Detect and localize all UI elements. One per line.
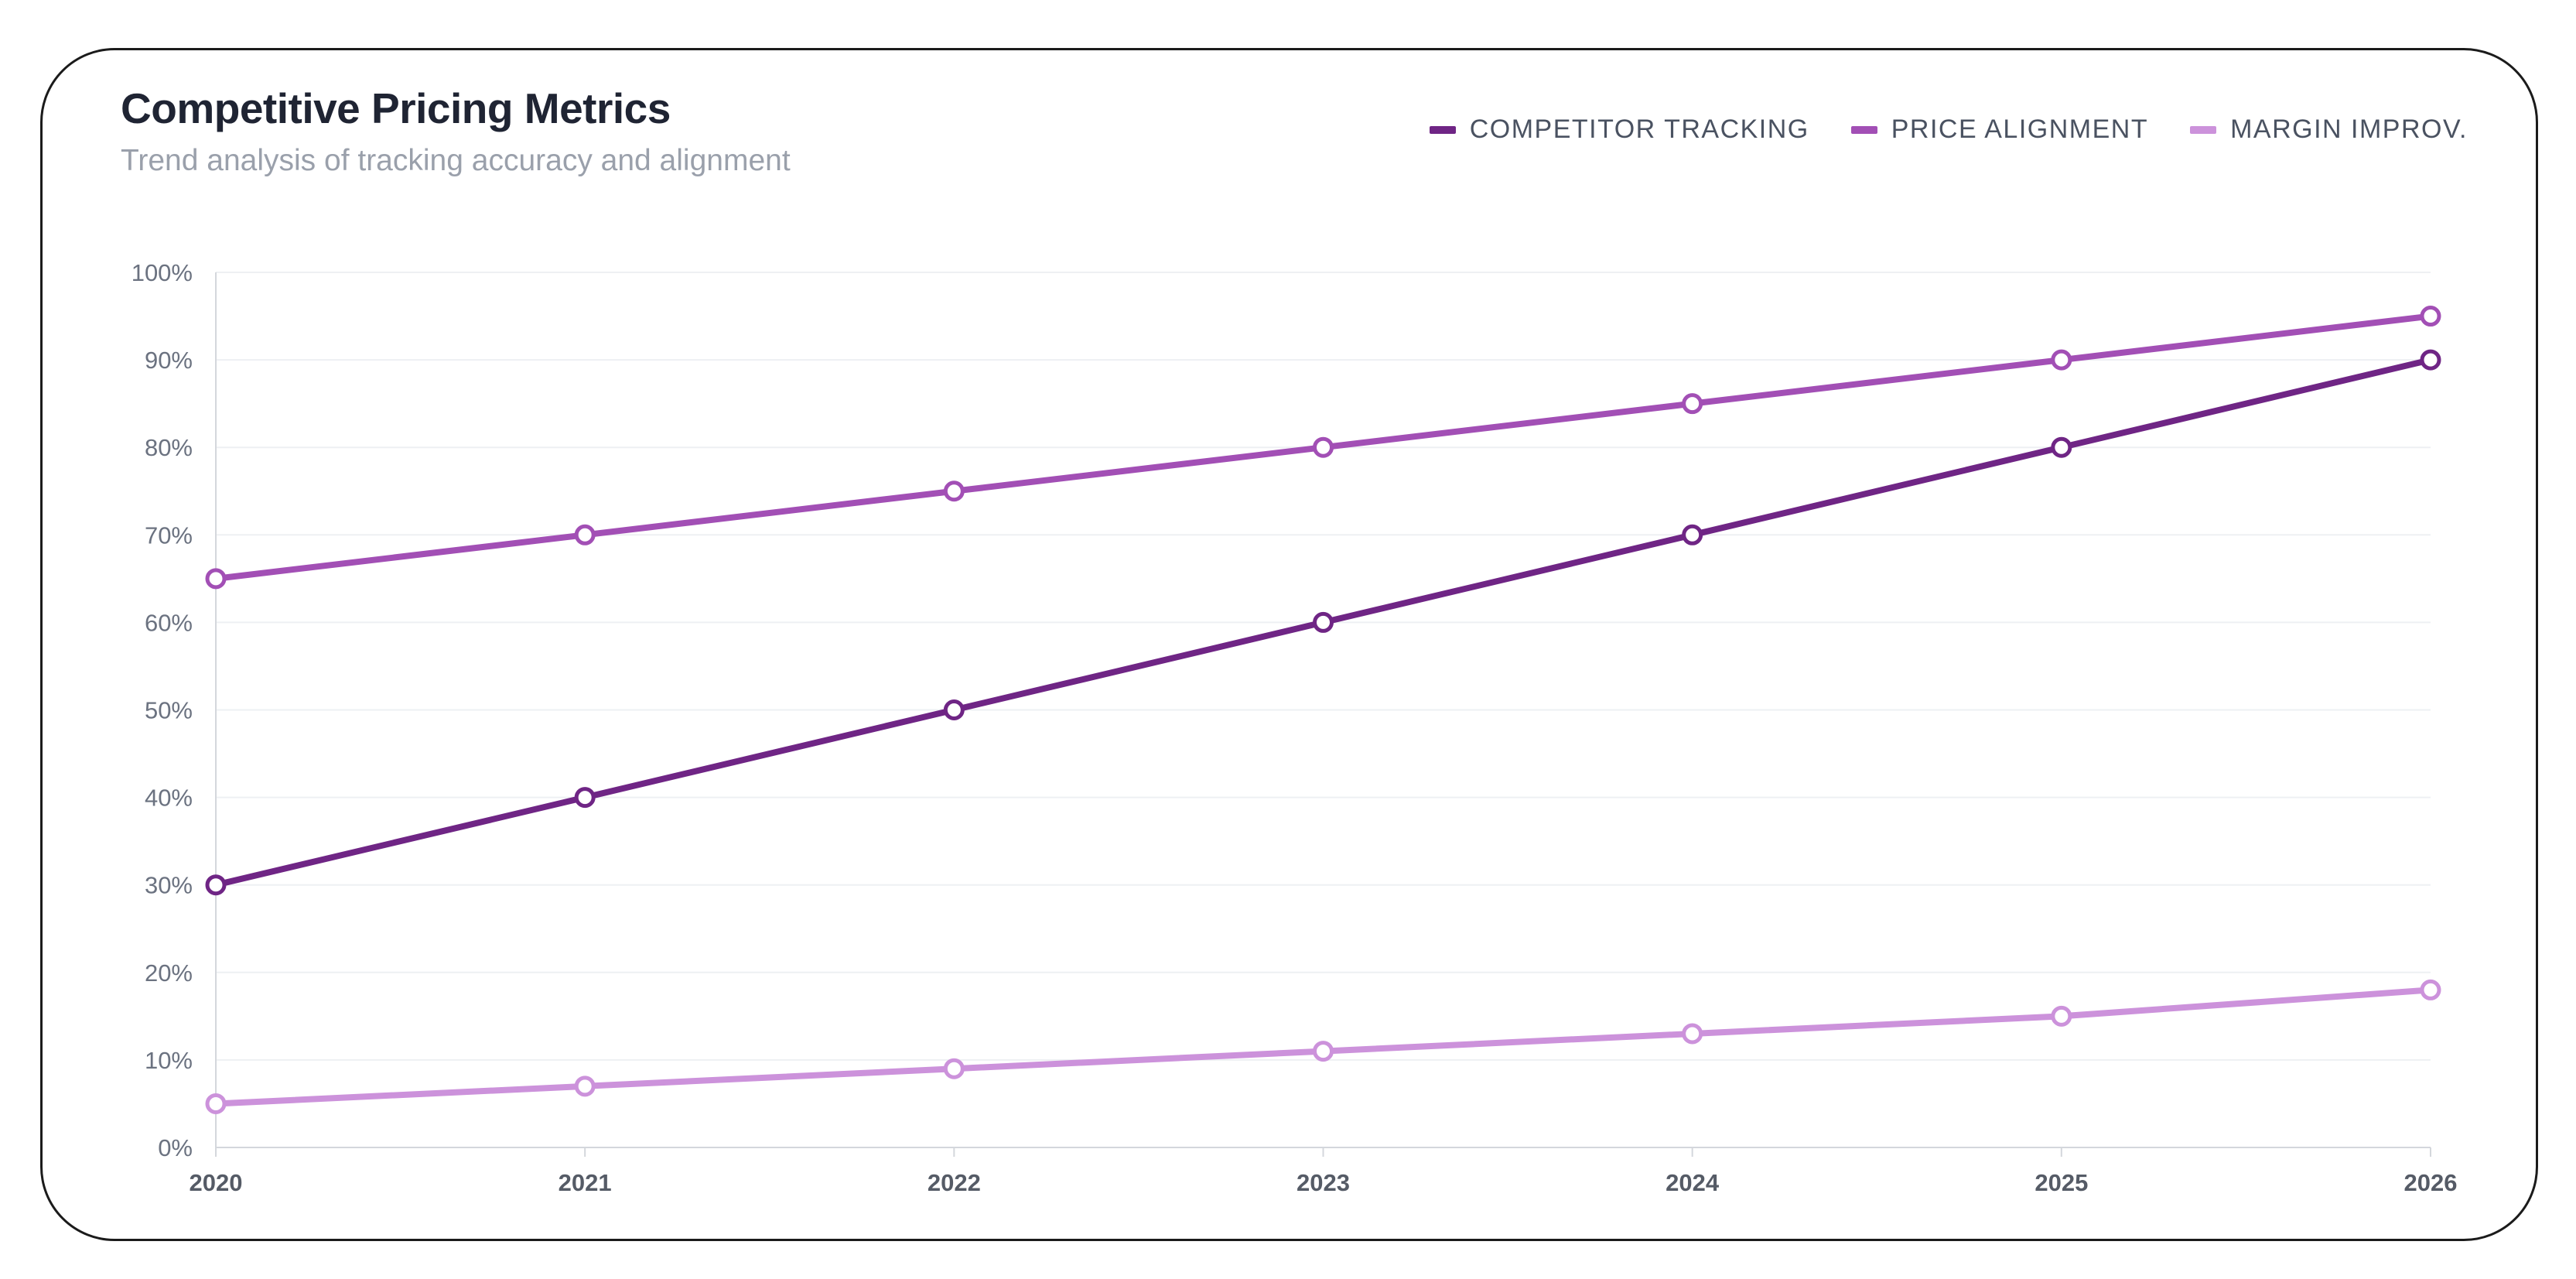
data-point-competitor-tracking xyxy=(1313,611,1334,633)
chart-subtitle: Trend analysis of tracking accuracy and … xyxy=(121,144,791,177)
data-point-margin-improv xyxy=(2051,1005,2072,1027)
data-point-margin-improv xyxy=(943,1058,965,1079)
y-tick-label: 50% xyxy=(145,697,193,724)
x-tick-label: 2024 xyxy=(1666,1169,1720,1196)
y-tick-label: 80% xyxy=(145,434,193,461)
y-tick-label: 40% xyxy=(145,785,193,812)
legend-item-margin-improv[interactable]: MARGIN IMPROV. xyxy=(2190,115,2468,145)
data-point-price-alignment xyxy=(2051,349,2072,371)
data-point-margin-improv xyxy=(205,1093,227,1114)
data-point-price-alignment xyxy=(943,480,965,502)
data-point-price-alignment xyxy=(205,568,227,590)
legend-label-competitor-tracking: COMPETITOR TRACKING xyxy=(1469,115,1809,144)
x-tick-label: 2025 xyxy=(2034,1169,2088,1196)
data-point-competitor-tracking xyxy=(205,874,227,896)
legend-swatch-price-alignment xyxy=(1850,125,1877,134)
x-tick-label: 2020 xyxy=(190,1169,243,1196)
data-point-margin-improv xyxy=(1682,1023,1703,1045)
y-tick-label: 90% xyxy=(145,347,193,374)
y-tick-label: 0% xyxy=(158,1134,193,1161)
data-point-margin-improv xyxy=(1313,1041,1334,1062)
x-tick-label: 2021 xyxy=(559,1169,612,1196)
y-tick-label: 20% xyxy=(145,959,193,987)
legend-label-margin-improv: MARGIN IMPROV. xyxy=(2230,115,2468,144)
x-tick-label: 2026 xyxy=(2404,1169,2458,1196)
data-point-price-alignment xyxy=(1313,436,1334,458)
data-point-margin-improv xyxy=(574,1076,596,1097)
x-tick-label: 2023 xyxy=(1297,1169,1350,1196)
data-point-competitor-tracking xyxy=(574,787,596,809)
x-tick-label: 2022 xyxy=(928,1169,981,1196)
y-tick-label: 70% xyxy=(145,522,193,549)
chart-title: Competitive Pricing Metrics xyxy=(121,84,671,132)
legend-swatch-competitor-tracking xyxy=(1429,125,1456,134)
chart-legend: COMPETITOR TRACKING PRICE ALIGNMENT MARG… xyxy=(1429,115,2468,145)
y-tick-label: 60% xyxy=(145,609,193,636)
data-point-price-alignment xyxy=(1682,393,1703,415)
y-tick-label: 100% xyxy=(132,259,193,286)
data-point-competitor-tracking xyxy=(2420,349,2441,371)
legend-item-price-alignment[interactable]: PRICE ALIGNMENT xyxy=(1850,115,2149,145)
data-point-competitor-tracking xyxy=(1682,524,1703,545)
data-point-competitor-tracking xyxy=(2051,436,2072,458)
legend-swatch-margin-improv xyxy=(2190,125,2217,134)
chart-card xyxy=(40,48,2538,1241)
y-tick-label: 30% xyxy=(145,872,193,899)
y-tick-label: 10% xyxy=(145,1047,193,1074)
data-point-price-alignment xyxy=(574,524,596,545)
data-point-competitor-tracking xyxy=(943,699,965,720)
data-point-margin-improv xyxy=(2420,979,2441,1000)
legend-label-price-alignment: PRICE ALIGNMENT xyxy=(1891,115,2149,144)
data-point-price-alignment xyxy=(2420,306,2441,327)
legend-item-competitor-tracking[interactable]: COMPETITOR TRACKING xyxy=(1429,115,1809,145)
